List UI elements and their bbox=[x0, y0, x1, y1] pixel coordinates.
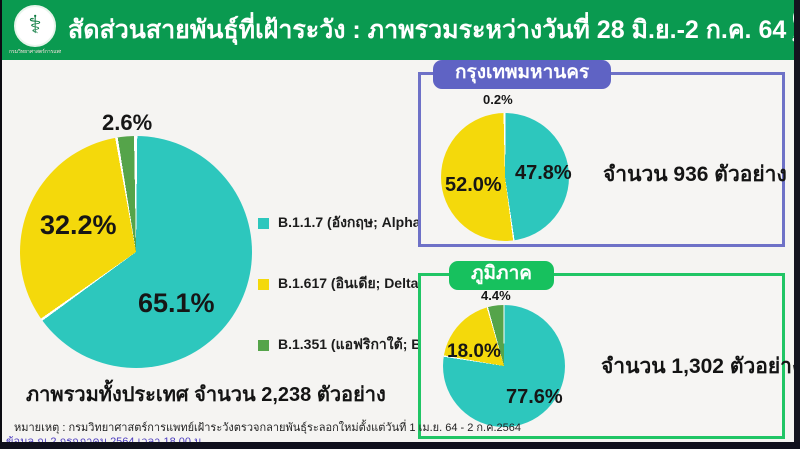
regional-pie-chart bbox=[443, 305, 565, 427]
bangkok-beta-pct-label: 0.2% bbox=[483, 92, 513, 107]
bangkok-badge: กรุงเทพมหานคร bbox=[433, 60, 612, 89]
bangkok-delta-pct-label: 52.0% bbox=[445, 174, 502, 196]
bangkok-alpha-pct-label: 47.8% bbox=[515, 162, 572, 184]
national-beta-pct-label: 2.6% bbox=[102, 110, 153, 135]
department-logo-caption: กรมวิทยาศาสตร์การแพทย์ bbox=[9, 48, 61, 55]
footer-note: หมายเหตุ : กรมวิทยาศาสตร์การแพทย์เฝ้าระว… bbox=[14, 422, 521, 434]
national-total-caption: ภาพรวมทั้งประเทศ จำนวน 2,238 ตัวอย่าง bbox=[26, 384, 386, 406]
department-logo-circle: ⚕ bbox=[14, 4, 56, 47]
legend-item-alpha: B.1.1.7 (อังกฤษ; Alpha) bbox=[258, 212, 446, 234]
regional-badge: ภูมิภาค bbox=[449, 261, 554, 290]
left-frame-strip bbox=[0, 0, 2, 449]
regional-beta-pct-label: 4.4% bbox=[481, 288, 511, 303]
bangkok-panel: กรุงเทพมหานคร 0.2% 47.8% 52.0% จำนวน 936… bbox=[418, 60, 787, 247]
regional-panel: ภูมิภาค 4.4% 18.0% 77.6% จำนวน 1,302 ตัว… bbox=[418, 261, 800, 439]
regional-sample-count: จำนวน 1,302 ตัวอย่าง bbox=[601, 355, 800, 378]
right-frame-strip bbox=[794, 0, 800, 449]
bangkok-pie-chart bbox=[441, 113, 569, 241]
legend-item-delta: B.1.617 (อินเดีย; Delta) bbox=[258, 273, 446, 295]
legend-label-delta: B.1.617 (อินเดีย; Delta) bbox=[278, 275, 424, 291]
legend-label-beta: B.1.351 (แอฟริกาใต้; Beta) bbox=[278, 336, 447, 352]
national-delta-pct-label: 32.2% bbox=[40, 210, 117, 240]
regional-delta-pct-label: 18.0% bbox=[447, 341, 501, 362]
delta-swatch-icon bbox=[258, 278, 269, 290]
medical-caduceus-icon: ⚕ bbox=[28, 11, 42, 39]
national-alpha-pct-label: 65.1% bbox=[138, 288, 215, 318]
legend-item-beta: B.1.351 (แอฟริกาใต้; Beta) bbox=[258, 334, 446, 356]
beta-swatch-icon bbox=[258, 339, 269, 351]
national-pie-chart bbox=[20, 136, 252, 368]
regional-alpha-pct-label: 77.6% bbox=[506, 386, 563, 408]
header-bar: ⚕ กรมวิทยาศาสตร์การแพทย์ สัดส่วนสายพันธุ… bbox=[0, 0, 800, 60]
department-logo: ⚕ กรมวิทยาศาสตร์การแพทย์ bbox=[9, 4, 61, 56]
alpha-swatch-icon bbox=[258, 217, 269, 229]
legend-label-alpha: B.1.1.7 (อังกฤษ; Alpha) bbox=[278, 214, 426, 230]
variant-legend: B.1.1.7 (อังกฤษ; Alpha) B.1.617 (อินเดีย… bbox=[258, 212, 446, 356]
page-title: สัดส่วนสายพันธุ์ที่เฝ้าระวัง : ภาพรวมระห… bbox=[68, 16, 787, 44]
bangkok-sample-count: จำนวน 936 ตัวอย่าง bbox=[603, 163, 787, 186]
bottom-frame-strip bbox=[0, 442, 800, 449]
